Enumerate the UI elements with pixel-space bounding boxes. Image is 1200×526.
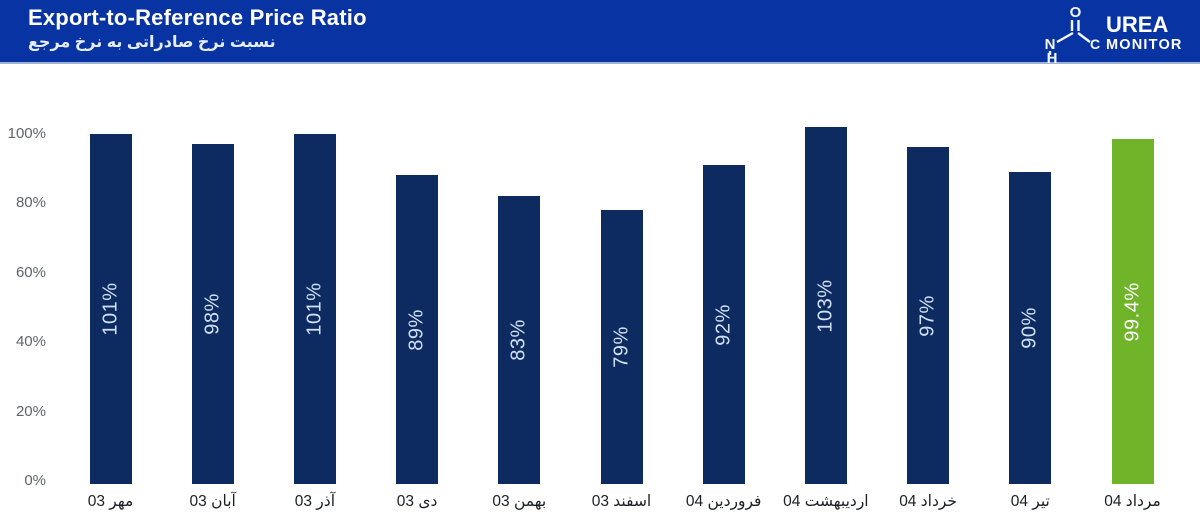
x-axis-label: تیر 04 bbox=[1010, 493, 1050, 510]
x-axis-label: اسفند 03 bbox=[591, 493, 652, 510]
bar-value-label: 97% bbox=[916, 294, 939, 337]
x-axis-label: خرداد 04 bbox=[899, 493, 957, 510]
bar: 98% bbox=[191, 144, 234, 484]
bar: 101% bbox=[89, 134, 132, 484]
y-axis-tick: 80% bbox=[15, 194, 46, 212]
header-bar: Export-to-Reference Price Ratio نسبت نرخ… bbox=[0, 0, 1200, 64]
brand-name-bottom: MONITOR bbox=[1106, 37, 1183, 53]
bar-value-label: 89% bbox=[405, 308, 428, 351]
bar: 89% bbox=[396, 175, 439, 484]
bar: 83% bbox=[498, 196, 541, 484]
bar-chart: 0% 20% 40% 60% 80% 100% 101% مهر 03 98% آبان 03 10… bbox=[0, 66, 1200, 526]
bar-value-label: 92% bbox=[712, 303, 735, 346]
y-axis-tick: 40% bbox=[15, 333, 46, 351]
x-axis-label: مهر 03 bbox=[87, 493, 134, 510]
x-axis-label: اردیبهشت 04 bbox=[783, 493, 869, 510]
y-axis-tick: 0% bbox=[24, 472, 46, 489]
bar: 79% bbox=[600, 210, 643, 484]
bar-value-label: 83% bbox=[507, 319, 530, 361]
bar: 103% bbox=[804, 127, 847, 484]
bar: 101% bbox=[293, 134, 336, 484]
page-subtitle-farsi: نسبت نرخ صادراتی به نرخ مرجع bbox=[28, 34, 276, 51]
bar-value-label: 79% bbox=[610, 326, 632, 368]
bar: 97% bbox=[907, 147, 950, 484]
atom-n-label: N bbox=[1045, 36, 1056, 53]
y-axis-tick: 100% bbox=[7, 125, 46, 142]
x-axis-label: بهمن 03 bbox=[492, 493, 547, 510]
urea-monitor-logo: O N H C UREA MONITOR bbox=[1045, 4, 1183, 63]
bar-highlighted: 99.4% bbox=[1111, 139, 1154, 484]
bar-value-label: 101% bbox=[303, 282, 326, 336]
bar: 90% bbox=[1009, 172, 1052, 484]
x-axis-label: آبان 03 bbox=[189, 493, 236, 510]
y-axis-tick: 60% bbox=[15, 263, 46, 281]
atom-h-label: H bbox=[1047, 50, 1058, 63]
y-axis-tick: 20% bbox=[15, 402, 46, 420]
urea-molecule-icon bbox=[1048, 20, 1091, 55]
bar-value-label: 101% bbox=[99, 282, 121, 336]
bar-value-label: 90% bbox=[1018, 307, 1041, 349]
x-axis-label: فروردین 04 bbox=[685, 493, 762, 510]
x-axis-label: آذر 03 bbox=[294, 493, 336, 510]
atom-o-label: O bbox=[1070, 4, 1082, 21]
bar-value-label: 99.4% bbox=[1121, 281, 1143, 342]
x-axis-label: دی 03 bbox=[396, 493, 438, 510]
atom-c-label: C bbox=[1090, 36, 1100, 52]
bar: 92% bbox=[702, 165, 745, 484]
brand-name-top: UREA bbox=[1106, 12, 1168, 37]
x-axis-label: مرداد 04 bbox=[1104, 493, 1161, 510]
page-title: Export-to-Reference Price Ratio bbox=[28, 5, 367, 30]
bar-value-label: 98% bbox=[201, 293, 224, 335]
header-titles: Export-to-Reference Price Ratio نسبت نرخ… bbox=[28, 5, 367, 54]
bar-value-label: 103% bbox=[814, 278, 837, 333]
